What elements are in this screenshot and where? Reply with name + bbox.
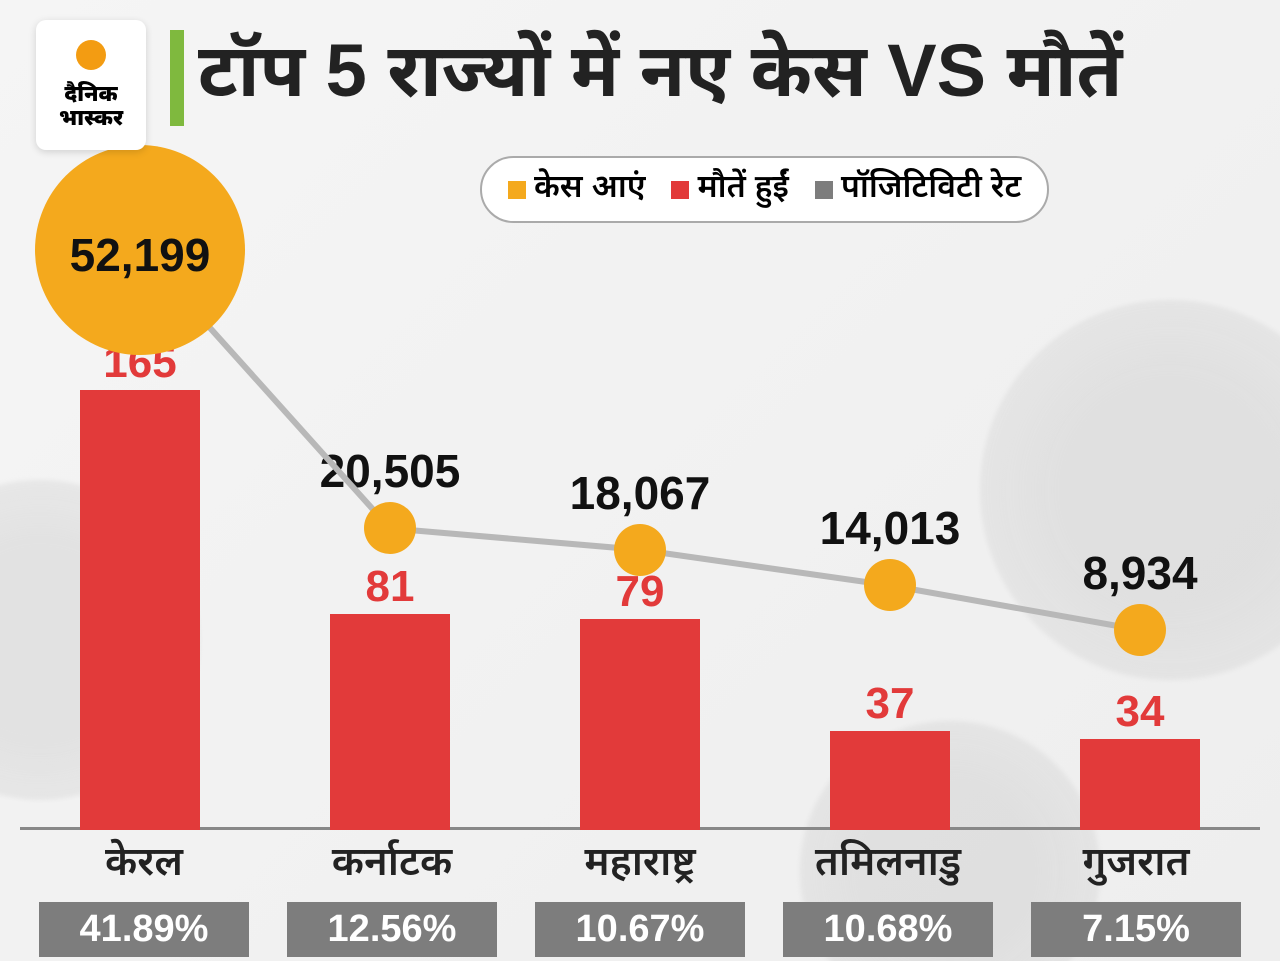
legend-swatch-cases bbox=[508, 181, 526, 199]
legend-label-cases: केस आएं bbox=[534, 168, 645, 211]
chart-title: टॉप 5 राज्यों में नए केस VS मौतें bbox=[198, 28, 1122, 127]
chart-container: दैनिक भास्कर टॉप 5 राज्यों में नए केस VS… bbox=[0, 0, 1280, 961]
legend-item-deaths: मौतें हुईं bbox=[671, 168, 788, 211]
positivity-rate: 12.56% bbox=[287, 902, 497, 957]
title-accent bbox=[170, 30, 184, 126]
state-name: तमिलनाडु bbox=[764, 840, 1012, 892]
publisher-logo: दैनिक भास्कर bbox=[36, 20, 146, 150]
legend-swatch-deaths bbox=[671, 181, 689, 199]
legend-label-rate: पॉजिटिविटी रेट bbox=[841, 168, 1021, 211]
cases-point bbox=[614, 524, 666, 576]
positivity-rate: 10.68% bbox=[783, 902, 993, 957]
state-column: गुजरात 7.15% bbox=[1012, 840, 1260, 957]
positivity-rate: 7.15% bbox=[1031, 902, 1241, 957]
logo-text: दैनिक भास्कर bbox=[59, 82, 123, 130]
cases-value: 52,199 bbox=[40, 228, 240, 282]
logo-dot-icon bbox=[76, 40, 106, 70]
positivity-rate: 41.89% bbox=[39, 902, 249, 957]
title-bar: टॉप 5 राज्यों में नए केस VS मौतें bbox=[170, 28, 1122, 127]
state-name: गुजरात bbox=[1012, 840, 1260, 892]
logo-line2: भास्कर bbox=[59, 105, 123, 130]
legend: केस आएं मौतें हुईं पॉजिटिविटी रेट bbox=[480, 156, 1049, 223]
chart-area: 16552,1998120,5057918,0673714,013348,934 bbox=[20, 150, 1260, 830]
state-name: महाराष्ट्र bbox=[516, 840, 764, 892]
cases-point bbox=[864, 559, 916, 611]
legend-swatch-rate bbox=[815, 181, 833, 199]
cases-point bbox=[1114, 604, 1166, 656]
logo-line1: दैनिक bbox=[64, 81, 117, 106]
x-axis-labels: केरल 41.89% कर्नाटक 12.56% महाराष्ट्र 10.67% त… bbox=[20, 840, 1260, 957]
state-column: महाराष्ट्र 10.67% bbox=[516, 840, 764, 957]
legend-item-rate: पॉजिटिविटी रेट bbox=[815, 168, 1021, 211]
state-column: कर्नाटक 12.56% bbox=[268, 840, 516, 957]
cases-point bbox=[364, 502, 416, 554]
legend-label-deaths: मौतें हुईं bbox=[697, 168, 788, 211]
positivity-rate: 10.67% bbox=[535, 902, 745, 957]
state-name: कर्नाटक bbox=[268, 840, 516, 892]
state-name: केरल bbox=[20, 840, 268, 892]
state-column: तमिलनाडु 10.68% bbox=[764, 840, 1012, 957]
legend-item-cases: केस आएं bbox=[508, 168, 645, 211]
state-column: केरल 41.89% bbox=[20, 840, 268, 957]
